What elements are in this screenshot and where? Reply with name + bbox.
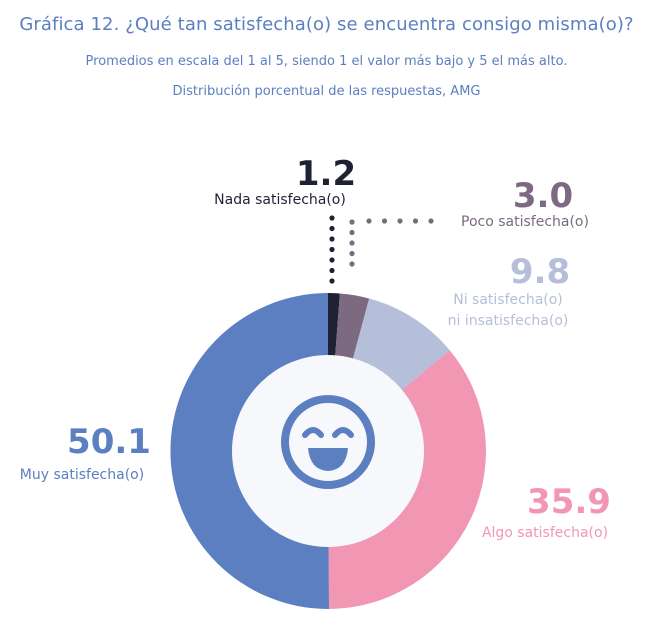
- leader-dots-nada: [329, 215, 335, 284]
- category-label-ni-line1: Ni satisfecha(o): [453, 292, 563, 308]
- category-label-algo: Algo satisfecha(o): [482, 525, 608, 541]
- chart-subtitle: Promedios en escala del 1 al 5, siendo 1…: [85, 54, 568, 69]
- category-label-muy: Muy satisfecha(o): [20, 467, 144, 483]
- value-label-ni: 9.8: [510, 252, 570, 292]
- smiling-face-icon: [281, 395, 375, 489]
- leader-dots-poco-horizontal: [366, 218, 434, 224]
- category-label-nada: Nada satisfecha(o): [214, 192, 346, 208]
- chart-note: Distribución porcentual de las respuesta…: [172, 84, 481, 99]
- value-label-muy: 50.1: [67, 422, 151, 462]
- category-label-ni-line2: ni insatisfecha(o): [448, 313, 569, 329]
- mouth: [308, 448, 348, 471]
- left-eye: [302, 427, 324, 438]
- value-label-algo: 35.9: [527, 482, 611, 522]
- leader-dots-poco-vertical: [349, 219, 355, 267]
- value-label-poco: 3.0: [513, 176, 573, 216]
- category-label-poco: Poco satisfecha(o): [461, 214, 589, 230]
- value-label-nada: 1.2: [296, 154, 356, 194]
- chart-title: Gráfica 12. ¿Qué tan satisfecha(o) se en…: [19, 14, 634, 35]
- right-eye: [332, 427, 354, 438]
